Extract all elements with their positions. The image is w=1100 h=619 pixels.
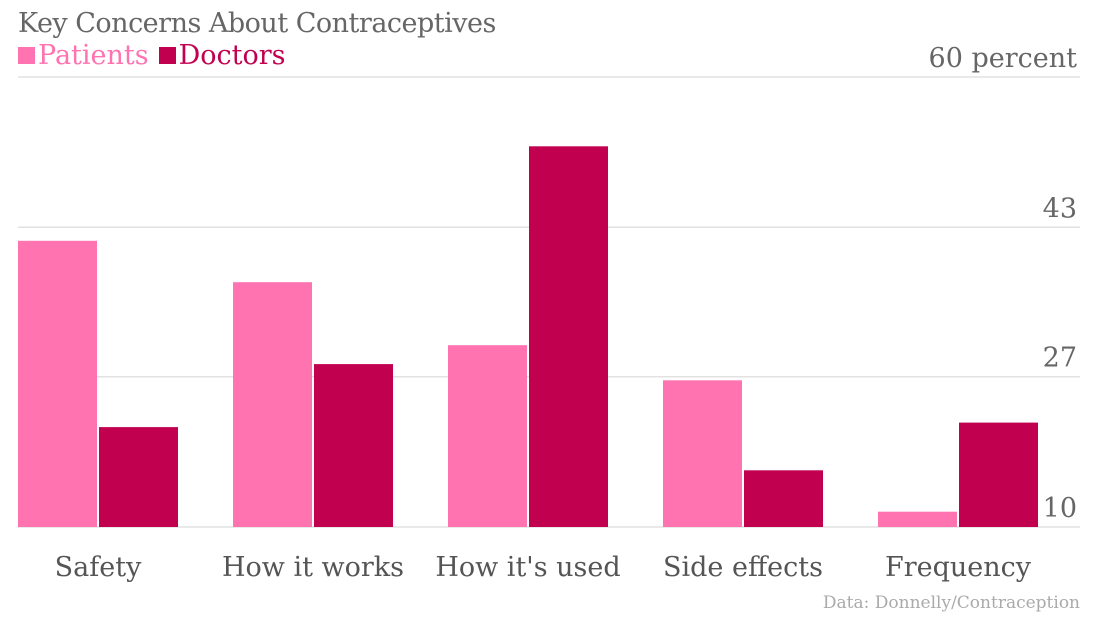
bar-doctors	[529, 146, 608, 528]
bar-patients	[18, 240, 97, 528]
bar-doctors	[959, 422, 1038, 527]
legend: Patients Doctors	[18, 40, 286, 71]
y-tick-label: 60 percent	[929, 43, 1078, 74]
bar-doctors	[314, 364, 393, 527]
x-tick-label: How it's used	[435, 552, 620, 583]
chart-title: Key Concerns About Contraceptives	[18, 8, 496, 39]
y-tick-label: 27	[1043, 343, 1077, 374]
x-tick-label: Side effects	[663, 552, 823, 583]
bar-patients	[448, 345, 527, 527]
bar-doctors	[744, 470, 823, 527]
legend-doctors: Doctors	[158, 40, 286, 71]
x-tick-label: Frequency	[885, 552, 1032, 583]
x-tick-label: Safety	[55, 552, 142, 583]
bar-doctors	[99, 427, 178, 527]
y-tick-label: 10	[1043, 493, 1077, 524]
legend-patients: Patients	[18, 40, 149, 71]
x-tick-label: How it works	[222, 552, 404, 583]
y-tick-label: 43	[1043, 193, 1077, 224]
bar-patients	[233, 282, 312, 527]
bar-patients	[663, 380, 742, 527]
source-note: Data: Donnelly/Contraception	[822, 593, 1080, 613]
bar-patients	[878, 511, 957, 527]
